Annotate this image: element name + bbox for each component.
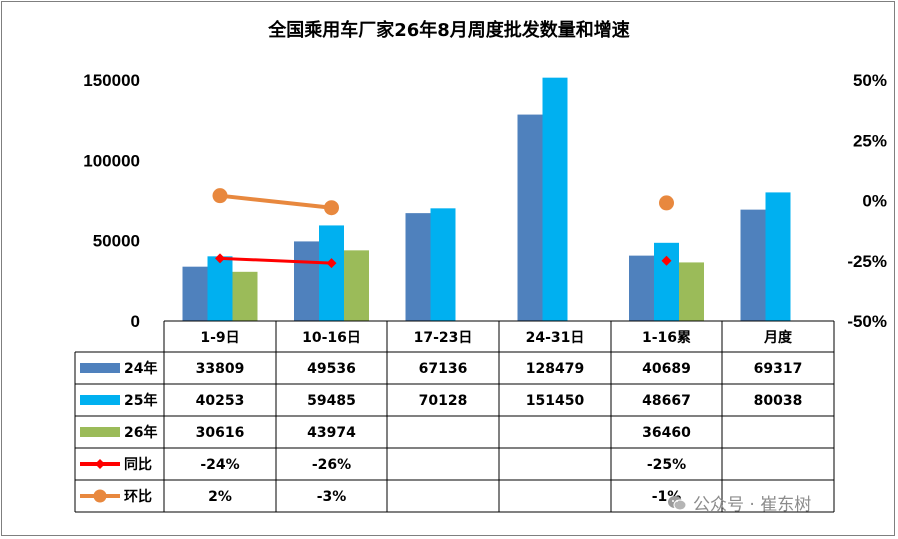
legend-label: 25年 [124, 392, 157, 409]
legend-marker-环比 [93, 489, 107, 503]
chart-title: 全国乘用车厂家26年8月周度批发数量和增速 [268, 20, 630, 41]
watermark: 公众号 · 崔东树 [667, 490, 811, 515]
watermark-text: 公众号 · 崔东树 [693, 495, 812, 515]
legend-key-25年 [80, 395, 120, 405]
y-tick-label: 100000 [83, 151, 140, 170]
marker-同比 [326, 258, 337, 269]
wechat-icon [668, 495, 687, 510]
category-label: 月度 [763, 329, 793, 346]
bar-25年 [542, 77, 568, 321]
y-tick-label: 0 [131, 312, 140, 331]
category-label: 10-16日 [302, 330, 361, 346]
category-label: 17-23日 [414, 330, 473, 346]
legend-label: 同比 [124, 456, 152, 473]
marker-同比 [215, 253, 225, 264]
category-label: 1-9日 [200, 330, 239, 346]
bar-24年 [405, 213, 431, 321]
category-label: 1-16累 [642, 330, 691, 346]
table-cell: -25% [647, 457, 686, 473]
line-同比 [219, 256, 332, 265]
bar-24年 [182, 266, 208, 321]
table-cell: 30616 [196, 425, 245, 441]
marker-环比 [659, 195, 674, 211]
table-cell: 40689 [642, 361, 691, 377]
table-cell: -24% [200, 457, 239, 473]
legend-key-24年 [80, 363, 120, 373]
table-cell: -26% [312, 457, 351, 473]
table-cell: 67136 [419, 361, 468, 377]
legend-label: 环比 [124, 488, 152, 505]
bar-24年 [294, 241, 319, 321]
table-cell: 49536 [307, 361, 356, 377]
bar-25年 [319, 225, 344, 321]
legend-marker-同比 [95, 459, 105, 469]
table-cell: 151450 [526, 393, 585, 409]
y2-tick-label: 0% [862, 192, 887, 211]
bar-24年 [517, 114, 543, 321]
marker-环比 [324, 200, 339, 216]
y-tick-label: 150000 [83, 71, 140, 90]
y2-tick-label: -25% [847, 252, 887, 271]
marker-同比 [661, 255, 672, 266]
bar-25年 [430, 208, 456, 321]
table-cell: 70128 [419, 393, 468, 409]
line-环比 [219, 193, 332, 210]
table-cell: 48667 [642, 393, 691, 409]
table-cell: 43974 [307, 425, 356, 441]
bar-25年 [765, 192, 791, 321]
table-cell: 128479 [526, 361, 584, 377]
table-cell: -3% [317, 489, 347, 505]
table-cell: 69317 [754, 361, 803, 377]
bar-26年 [232, 271, 258, 321]
bar-24年 [740, 209, 766, 321]
y2-tick-label: -50% [847, 312, 887, 331]
table-cell: 2% [208, 489, 232, 505]
legend-label: 26年 [124, 424, 157, 441]
bar-24年 [629, 255, 654, 321]
category-label: 24-31日 [526, 330, 585, 346]
table-cell: 40253 [196, 393, 245, 409]
table-cell: 80038 [754, 393, 803, 409]
legend-label: 24年 [124, 360, 157, 377]
bar-26年 [344, 250, 369, 321]
legend-key-26年 [80, 427, 120, 437]
y-tick-label: 50000 [93, 232, 140, 251]
y2-tick-label: 25% [853, 131, 887, 150]
table-cell: 36460 [642, 425, 691, 441]
table-cell: 33809 [196, 361, 245, 377]
bar-26年 [679, 262, 704, 321]
y2-tick-label: 50% [853, 71, 887, 90]
table-cell: 59485 [307, 393, 356, 409]
marker-环比 [212, 188, 228, 204]
bar-25年 [207, 256, 233, 321]
bar-25年 [654, 242, 679, 321]
